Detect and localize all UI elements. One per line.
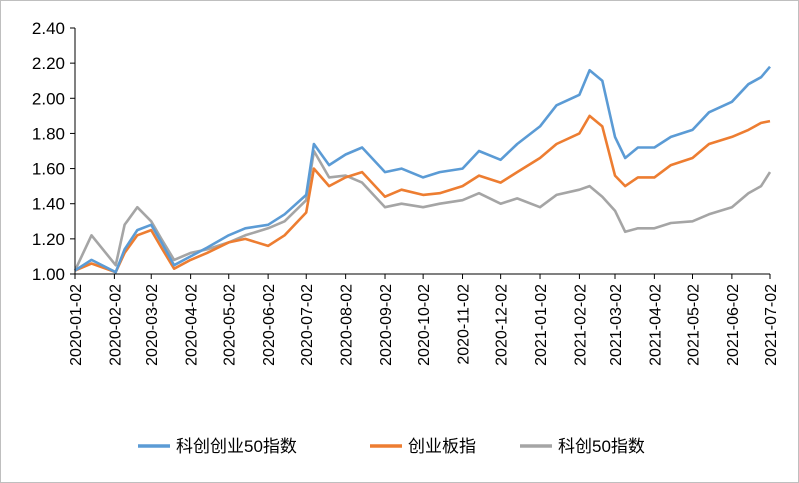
series-line-0 (74, 65, 771, 274)
x-tick-label: 2020-11-02 (456, 284, 473, 365)
x-tick-label: 2020-05-02 (222, 284, 239, 366)
legend-item: 科创创业50指数 (138, 437, 297, 456)
y-tick-label: 1.00 (32, 265, 65, 284)
y-tick-label: 2.40 (32, 19, 65, 38)
legend-label: 科创创业50指数 (176, 437, 297, 456)
y-tick-label: 1.20 (32, 230, 65, 249)
y-tick-label: 1.40 (32, 195, 65, 214)
x-axis-ticks: 2020-01-02 2020-02-02 2020-03-02 2020-04-02… (68, 274, 780, 366)
x-tick-label: 2021-01-02 (533, 284, 550, 366)
x-tick-label: 2020-04-02 (184, 284, 201, 366)
y-tick-label: 1.60 (32, 160, 65, 179)
x-tick-label: 2021-07-02 (763, 284, 780, 366)
legend-item: 创业板指 (370, 437, 476, 456)
x-tick-label: 2020-01-02 (68, 284, 85, 366)
legend-label: 创业板指 (408, 437, 476, 456)
x-tick-label: 2020-09-02 (378, 284, 395, 366)
x-tick-label: 2020-10-02 (416, 284, 433, 366)
x-tick-label: 2021-02-02 (572, 284, 589, 366)
series-line-1 (74, 114, 771, 274)
y-tick-label: 2.00 (32, 89, 65, 108)
x-tick-label: 2020-07-02 (299, 284, 316, 366)
x-tick-label: 2020-08-02 (339, 284, 356, 366)
y-tick-label: 1.80 (32, 124, 65, 143)
x-tick-label: 2021-03-02 (608, 284, 625, 366)
series-lines (73, 65, 772, 274)
series-line-2 (73, 149, 772, 272)
x-tick-label: 2020-12-02 (494, 284, 511, 366)
x-tick-label: 2020-06-02 (261, 284, 278, 366)
x-tick-label: 2021-05-02 (685, 284, 702, 366)
x-tick-label: 2020-03-02 (144, 284, 161, 366)
x-tick-label: 2021-06-02 (725, 284, 742, 366)
x-tick-label: 2020-02-02 (107, 284, 124, 366)
legend-item: 科创50指数 (520, 437, 645, 456)
y-tick-label: 2.20 (32, 54, 65, 73)
y-axis-ticks: 1.00 1.20 1.40 1.60 1.80 2.00 2.20 2.40 (32, 19, 75, 284)
legend-label: 科创50指数 (558, 437, 645, 456)
x-tick-label: 2021-04-02 (647, 284, 664, 366)
legend: 科创创业50指数 创业板指 科创50指数 (138, 437, 645, 456)
